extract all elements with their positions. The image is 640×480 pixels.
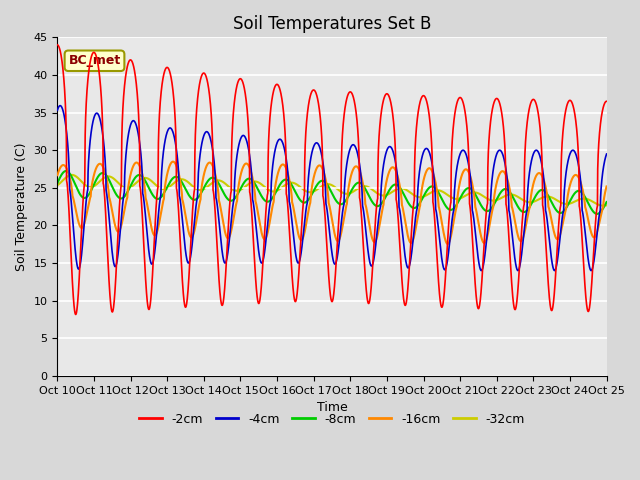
-8cm — [593, 211, 601, 217]
-32cm — [207, 181, 215, 187]
-4cm — [56, 103, 64, 108]
Line: -8cm: -8cm — [58, 171, 607, 214]
-4cm — [550, 268, 558, 274]
-16cm — [169, 159, 177, 165]
Title: Soil Temperatures Set B: Soil Temperatures Set B — [233, 15, 431, 33]
-32cm — [603, 203, 611, 208]
-4cm — [588, 268, 595, 274]
-4cm — [603, 152, 611, 157]
-16cm — [207, 160, 215, 166]
-8cm — [62, 168, 70, 174]
-8cm — [172, 174, 179, 180]
Legend: -2cm, -4cm, -8cm, -16cm, -32cm: -2cm, -4cm, -8cm, -16cm, -32cm — [134, 408, 530, 431]
-2cm — [172, 117, 179, 123]
-8cm — [550, 204, 558, 210]
-4cm — [396, 205, 403, 211]
-2cm — [54, 42, 61, 48]
-2cm — [396, 232, 403, 238]
-4cm — [386, 144, 394, 149]
-32cm — [386, 191, 394, 196]
-2cm — [602, 98, 610, 104]
-16cm — [386, 168, 394, 174]
-32cm — [600, 203, 607, 209]
-8cm — [54, 180, 61, 186]
-32cm — [54, 182, 61, 188]
-32cm — [68, 172, 76, 178]
Line: -16cm: -16cm — [58, 162, 607, 244]
-16cm — [54, 172, 61, 178]
Line: -4cm: -4cm — [58, 106, 607, 271]
Line: -32cm: -32cm — [58, 175, 607, 206]
-8cm — [603, 199, 611, 205]
-16cm — [603, 184, 611, 190]
-2cm — [386, 95, 394, 101]
-32cm — [396, 186, 403, 192]
-32cm — [550, 196, 558, 202]
Line: -2cm: -2cm — [58, 45, 607, 314]
Y-axis label: Soil Temperature (C): Soil Temperature (C) — [15, 143, 28, 271]
-8cm — [396, 184, 403, 190]
-2cm — [603, 98, 611, 104]
-4cm — [172, 139, 179, 144]
-4cm — [603, 151, 611, 157]
-16cm — [551, 232, 559, 238]
-16cm — [603, 183, 611, 189]
-8cm — [603, 200, 611, 205]
-4cm — [207, 138, 215, 144]
-32cm — [603, 203, 611, 208]
-16cm — [172, 160, 179, 166]
Text: BC_met: BC_met — [68, 54, 120, 67]
-32cm — [172, 179, 179, 185]
-2cm — [550, 288, 558, 293]
-4cm — [54, 108, 61, 113]
-8cm — [207, 175, 215, 181]
-16cm — [396, 180, 403, 186]
-2cm — [207, 107, 215, 112]
-8cm — [386, 187, 394, 192]
-2cm — [72, 312, 79, 317]
-16cm — [444, 241, 452, 247]
X-axis label: Time: Time — [317, 401, 348, 414]
